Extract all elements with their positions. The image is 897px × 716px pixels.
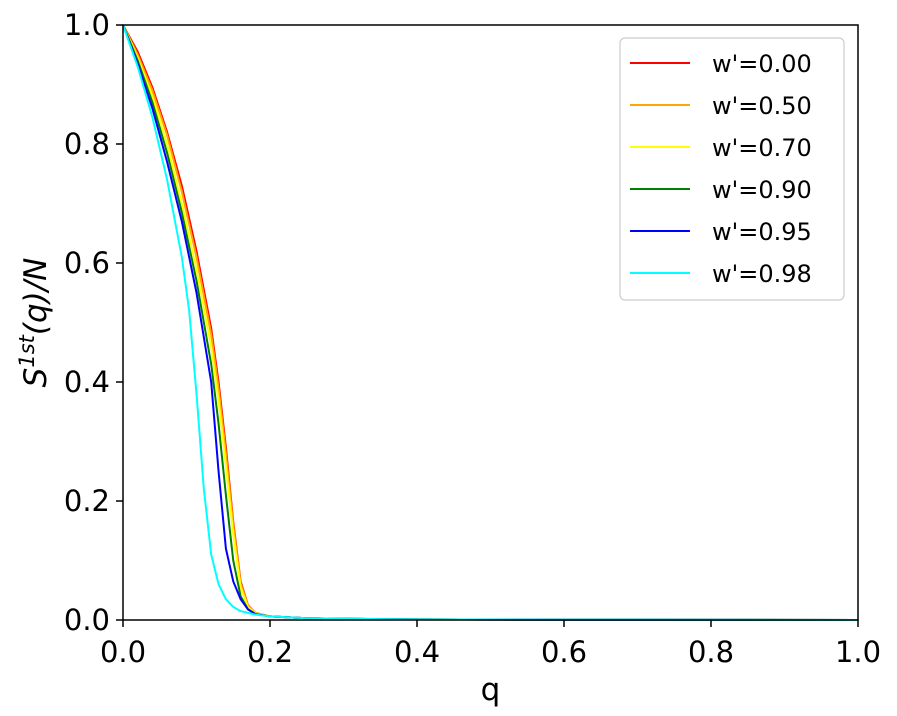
y-tick-label: 0.4 (64, 365, 110, 399)
legend-label-2: w'=0.70 (712, 134, 812, 162)
legend-label-1: w'=0.50 (712, 92, 812, 120)
legend-label-3: w'=0.90 (712, 176, 812, 204)
y-axis-label-main: S (18, 368, 54, 388)
y-axis-label-rest: (q)/N (18, 258, 54, 336)
x-tick-label: 1.0 (835, 635, 881, 669)
y-tick-label: 0.2 (64, 484, 110, 518)
plot-frame (122, 24, 859, 621)
x-axis-label: q (481, 672, 501, 708)
series-layer (122, 24, 859, 621)
x-tick-label: 0.8 (688, 635, 734, 669)
y-tick-label: 0.0 (64, 603, 110, 637)
y-axis-label: S1st(q)/N (15, 258, 54, 388)
x-tick-label: 0.2 (247, 635, 293, 669)
y-tick-label: 0.8 (64, 127, 110, 161)
x-tick-label: 0.0 (100, 635, 146, 669)
legend-label-4: w'=0.95 (712, 218, 812, 246)
y-tick-label: 1.0 (64, 8, 110, 42)
y-tick-label: 0.6 (64, 246, 110, 280)
ticks-layer: 0.0 0.2 0.4 0.6 0.8 1.0 0.0 0.2 0.4 0.6 0.8 1.0 (64, 8, 881, 669)
legend-label-0: w'=0.00 (712, 50, 812, 78)
legend-box (619, 37, 845, 301)
series-line-5 (122, 24, 859, 621)
x-tick-label: 0.6 (541, 635, 587, 669)
x-tick-label: 0.4 (394, 635, 440, 669)
legend: w'=0.00 w'=0.50 w'=0.70 w'=0.90 w'=0.95 w'=0.… (619, 37, 845, 301)
y-axis-label-sup: 1st (15, 334, 39, 367)
legend-label-5: w'=0.98 (712, 260, 812, 288)
